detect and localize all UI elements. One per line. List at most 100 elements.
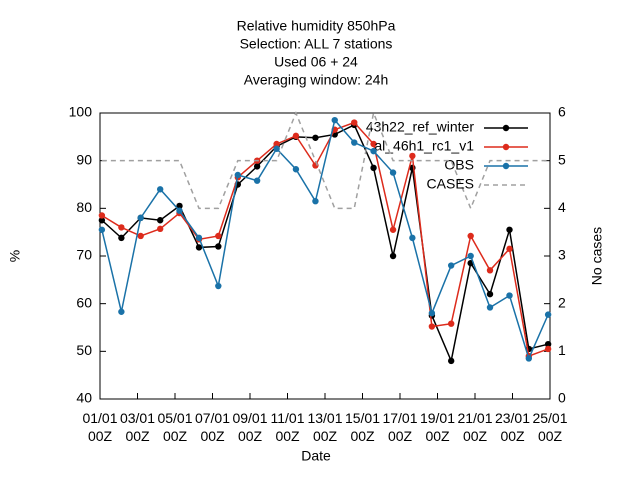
- x-tick-label: 03/01 00Z: [120, 410, 155, 444]
- data-point: [118, 308, 125, 315]
- x-tick-label: 13/01 00Z: [307, 410, 342, 444]
- data-point: [370, 164, 377, 172]
- data-point: [312, 134, 319, 141]
- data-point: [137, 232, 144, 240]
- data-point: [118, 234, 125, 242]
- data-point: [156, 225, 164, 233]
- data-point: [351, 119, 358, 126]
- x-tick-label: 25/01 00Z: [532, 410, 567, 444]
- data-point: [544, 345, 552, 353]
- data-point: [156, 186, 164, 193]
- data-point: [176, 202, 183, 210]
- series-line: [101, 118, 549, 361]
- legend-label: CASES: [427, 176, 474, 192]
- data-point: [409, 152, 416, 160]
- x-tick-label: 17/01 00Z: [382, 410, 417, 444]
- data-point: [447, 262, 455, 269]
- data-point: [176, 207, 183, 214]
- data-point: [234, 171, 242, 179]
- data-point: [506, 292, 513, 299]
- x-tick-label: 07/01 00Z: [195, 410, 230, 444]
- x-tick-label: 15/01 00Z: [345, 410, 380, 444]
- x-tick-label: 23/01 00Z: [495, 410, 530, 444]
- data-point: [195, 234, 203, 242]
- y-tick-label: 50: [76, 342, 92, 358]
- data-point: [389, 226, 397, 233]
- y-tick-label: 100: [69, 104, 93, 120]
- data-point: [98, 217, 106, 224]
- data-point: [370, 140, 377, 148]
- data-point: [544, 311, 552, 318]
- chart-title: Selection: ALL 7 stations: [240, 36, 393, 52]
- y2-axis-label: No cases: [589, 227, 605, 285]
- data-point: [253, 177, 261, 184]
- data-point: [331, 116, 338, 124]
- data-point: [486, 267, 494, 274]
- x-tick-label: 21/01 00Z: [457, 410, 492, 444]
- y2-tick-label: 1: [558, 342, 566, 358]
- x-tick-label: 11/01 00Z: [271, 410, 305, 444]
- data-point: [506, 226, 513, 233]
- data-point: [292, 132, 300, 140]
- y2-tick-label: 2: [558, 294, 566, 310]
- y2-tick-label: 0: [558, 390, 566, 406]
- data-point: [273, 140, 280, 148]
- data-point: [195, 244, 203, 251]
- series-line: [101, 121, 549, 358]
- chart-title: Relative humidity 850hPa: [237, 18, 396, 34]
- legend-label: OBS: [444, 157, 474, 173]
- data-point: [215, 232, 222, 240]
- series-line: [101, 110, 549, 211]
- data-point: [409, 234, 416, 242]
- data-point: [486, 304, 494, 311]
- data-point: [118, 224, 125, 231]
- data-point: [467, 232, 474, 240]
- chart-title: Averaging window: 24h: [244, 72, 389, 88]
- legend-label: al_46h1_rc1_v1: [374, 138, 474, 154]
- x-axis-label: Date: [301, 448, 331, 464]
- legend-marker: [502, 143, 510, 151]
- y2-tick-label: 5: [558, 151, 566, 167]
- data-point: [98, 226, 106, 233]
- x-tick-label: 19/01 00Z: [420, 410, 455, 444]
- data-point: [370, 147, 377, 155]
- data-point: [292, 166, 300, 173]
- data-point: [506, 245, 513, 253]
- y-tick-label: 90: [76, 151, 92, 167]
- data-point: [312, 197, 319, 205]
- data-point: [389, 169, 397, 176]
- data-point: [156, 217, 164, 224]
- data-point: [389, 252, 397, 260]
- data-point: [428, 323, 436, 330]
- data-point: [215, 243, 222, 250]
- y-tick-label: 40: [76, 390, 92, 406]
- y-axis-label: %: [7, 250, 23, 262]
- data-point: [98, 212, 106, 219]
- data-point: [273, 145, 280, 152]
- x-tick-label: 05/01 00Z: [157, 410, 192, 444]
- chart-title: Used 06 + 24: [274, 54, 358, 70]
- x-tick-label: 09/01 00Z: [232, 410, 267, 444]
- y2-tick-label: 6: [558, 104, 566, 120]
- data-point: [253, 163, 261, 170]
- data-point: [428, 310, 436, 317]
- y2-tick-label: 4: [558, 199, 566, 215]
- legend-marker: [502, 124, 510, 132]
- y-tick-label: 80: [76, 199, 92, 215]
- data-point: [486, 290, 494, 298]
- data-point: [544, 340, 552, 348]
- data-point: [525, 355, 533, 362]
- y2-tick-label: 3: [558, 247, 566, 263]
- data-point: [447, 320, 455, 327]
- data-point: [467, 252, 474, 260]
- data-point: [137, 214, 144, 222]
- series-line: [101, 123, 549, 364]
- data-point: [351, 139, 358, 146]
- data-point: [447, 357, 455, 365]
- y-tick-label: 70: [76, 247, 92, 263]
- x-tick-label: 01/01 00Z: [82, 410, 117, 444]
- legend-marker: [502, 162, 510, 170]
- y-tick-label: 60: [76, 294, 92, 310]
- legend-label: 43h22_ref_winter: [366, 119, 475, 135]
